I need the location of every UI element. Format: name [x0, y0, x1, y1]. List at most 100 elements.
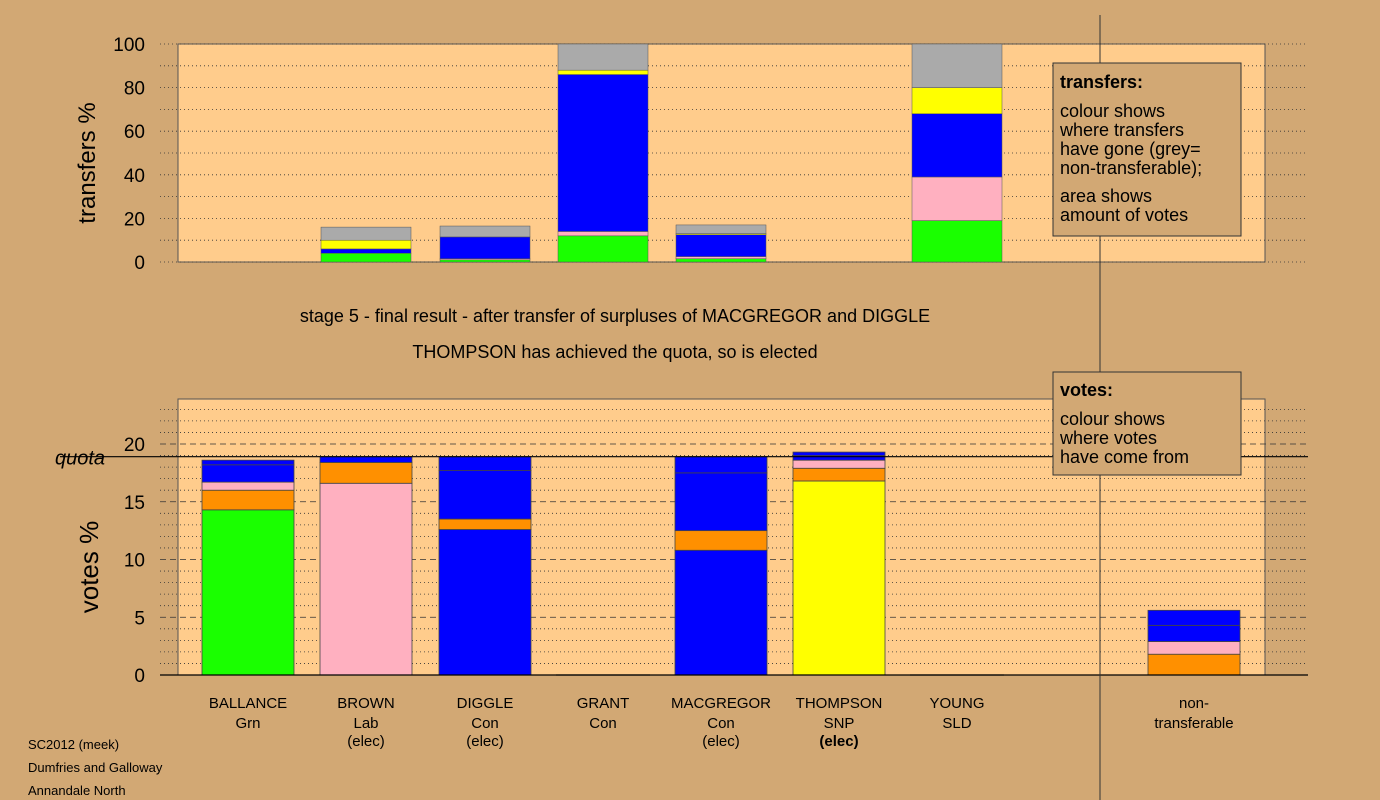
- votes-bar-segment-diggle: [438, 470, 532, 520]
- transfers-y-ticks: 0 20 40 60 80 100: [113, 35, 145, 274]
- votes-bar-segment-non: [1147, 641, 1241, 655]
- votes-y-tick-label: 20: [124, 435, 145, 456]
- category-party-label: Con: [707, 715, 735, 732]
- footer-line2: Dumfries and Galloway: [28, 760, 163, 775]
- transfers-y-axis-label: transfers %: [74, 102, 101, 223]
- transfers-bar-segment-grant: [557, 231, 649, 237]
- transfers-bar-segment-macgregor: [675, 234, 767, 257]
- footer-line1: SC2012 (meek): [28, 737, 119, 752]
- transfers-legend-line2: where transfers: [1059, 120, 1184, 140]
- transfers-legend-line4: non-transferable);: [1060, 158, 1202, 178]
- votes-bar-segment-macgregor: [674, 530, 768, 551]
- category-name-label: non-: [1179, 695, 1209, 712]
- votes-category-labels: BALLANCEGrnBROWNLab(elec)DIGGLECon(elec)…: [209, 695, 1234, 750]
- category-name-label: GRANT: [577, 695, 630, 712]
- transfers-bar-segment-grant: [557, 69, 649, 75]
- transfers-bars: [320, 43, 1003, 263]
- transfers-y-tick-label: 20: [124, 209, 145, 230]
- transfers-bar-segment-young: [911, 87, 1003, 115]
- transfers-y-tick-label: 100: [113, 35, 145, 56]
- votes-bar-segment-ballance: [201, 489, 295, 511]
- transfers-bar-segment-macgregor: [675, 256, 767, 259]
- transfers-bar-segment-brown: [320, 239, 412, 250]
- votes-legend: votes: colour shows where votes have com…: [1052, 371, 1242, 476]
- votes-panel: 0 5 10 15 20 quota votes % BALLANCE Grn BROWN L…: [55, 398, 1308, 750]
- votes-bar-segment-thompson: [792, 467, 886, 482]
- votes-bar-segment-macgregor: [674, 472, 768, 532]
- votes-bar-segment-macgregor: [674, 456, 768, 474]
- votes-y-ticks: 0 5 10 15 20: [124, 435, 145, 687]
- transfers-bar-segment-brown: [320, 226, 412, 241]
- transfers-bar-segment-young: [911, 220, 1003, 263]
- category-party-label: SNP: [824, 715, 855, 732]
- transfers-legend-line3: have gone (grey=: [1060, 139, 1201, 159]
- votes-bar-segment-diggle: [438, 456, 532, 471]
- votes-bar-segment-non: [1147, 624, 1241, 642]
- votes-bar-segment-brown: [319, 462, 413, 484]
- votes-legend-line1: colour shows: [1060, 409, 1165, 429]
- votes-bar-segment-brown: [319, 456, 413, 463]
- category-name-label: YOUNG: [929, 695, 984, 712]
- transfers-bar-segment-young: [911, 113, 1003, 178]
- transfers-bar-segment-macgregor: [675, 224, 767, 234]
- category-party-label: SLD: [942, 715, 971, 732]
- category-name-label: THOMPSON: [796, 695, 883, 712]
- transfers-bar-segment-grant: [557, 74, 649, 232]
- votes-bar-segment-thompson: [792, 459, 886, 469]
- category-name-label: MACGREGOR: [671, 695, 771, 712]
- transfers-y-tick-label: 40: [124, 166, 145, 187]
- votes-y-tick-label: 0: [134, 666, 145, 687]
- category-status-label: (elec): [819, 733, 858, 750]
- quota-label: quota: [55, 448, 105, 470]
- transfers-bar-segment-diggle: [439, 259, 531, 263]
- votes-y-axis-label: votes %: [74, 521, 104, 614]
- votes-y-tick-label: 15: [124, 493, 145, 514]
- category-party-label: transferable: [1154, 715, 1233, 732]
- category-party-label: Con: [589, 715, 617, 732]
- category-status-label: (elec): [466, 733, 504, 750]
- votes-y-tick-label: 5: [134, 608, 145, 629]
- category-status-label: (elec): [702, 733, 740, 750]
- transfers-bar-segment-diggle: [439, 236, 531, 259]
- transfers-bar-segment-brown: [320, 248, 412, 254]
- transfers-legend-title: transfers:: [1060, 72, 1143, 92]
- category-party-label: Con: [471, 715, 499, 732]
- votes-legend-box: [1052, 371, 1242, 476]
- transfers-legend-line6: amount of votes: [1060, 205, 1188, 225]
- votes-bar-segment-ballance: [201, 459, 295, 466]
- transfers-y-tick-label: 80: [124, 79, 145, 100]
- category-status-label: (elec): [347, 733, 385, 750]
- votes-legend-line3: have come from: [1060, 447, 1189, 467]
- category-party-label: Grn: [235, 715, 260, 732]
- transfers-y-tick-label: 0: [134, 253, 145, 274]
- votes-bar-segment-ballance: [201, 481, 295, 491]
- category-name-label: BROWN: [337, 695, 395, 712]
- votes-bar-segment-diggle: [438, 518, 532, 530]
- votes-bar-segment-thompson: [792, 451, 886, 456]
- transfers-bar-segment-diggle: [439, 225, 531, 238]
- footer-line3: Annandale North: [28, 783, 126, 798]
- votes-bar-segment-ballance: [201, 509, 295, 676]
- transfers-bar-segment-brown: [320, 253, 412, 263]
- transfers-y-tick-label: 60: [124, 122, 145, 143]
- votes-legend-line2: where votes: [1059, 428, 1157, 448]
- transfers-legend: transfers: colour shows where transfers …: [1052, 62, 1242, 237]
- stage-title: stage 5 - final result - after transfer …: [300, 306, 930, 326]
- transfers-bar-segment-young: [911, 176, 1003, 221]
- transfers-legend-box: [1052, 62, 1242, 237]
- transfers-bar-segment-grant: [557, 235, 649, 263]
- transfers-legend-line1: colour shows: [1060, 101, 1165, 121]
- votes-y-tick-label: 10: [124, 551, 145, 572]
- votes-bar-segment-thompson: [792, 480, 886, 676]
- transfers-bar-segment-macgregor: [675, 258, 767, 263]
- votes-bar-segment-macgregor: [674, 549, 768, 676]
- transfers-bar-segment-young: [911, 43, 1003, 88]
- votes-bar-segment-non: [1147, 653, 1241, 676]
- votes-legend-title: votes:: [1060, 380, 1113, 400]
- transfers-legend-line5: area shows: [1060, 186, 1152, 206]
- votes-bar-segment-diggle: [438, 529, 532, 676]
- votes-bar-segment-brown: [319, 482, 413, 676]
- category-party-label: Lab: [353, 715, 378, 732]
- votes-bar-segment-ballance: [201, 464, 295, 483]
